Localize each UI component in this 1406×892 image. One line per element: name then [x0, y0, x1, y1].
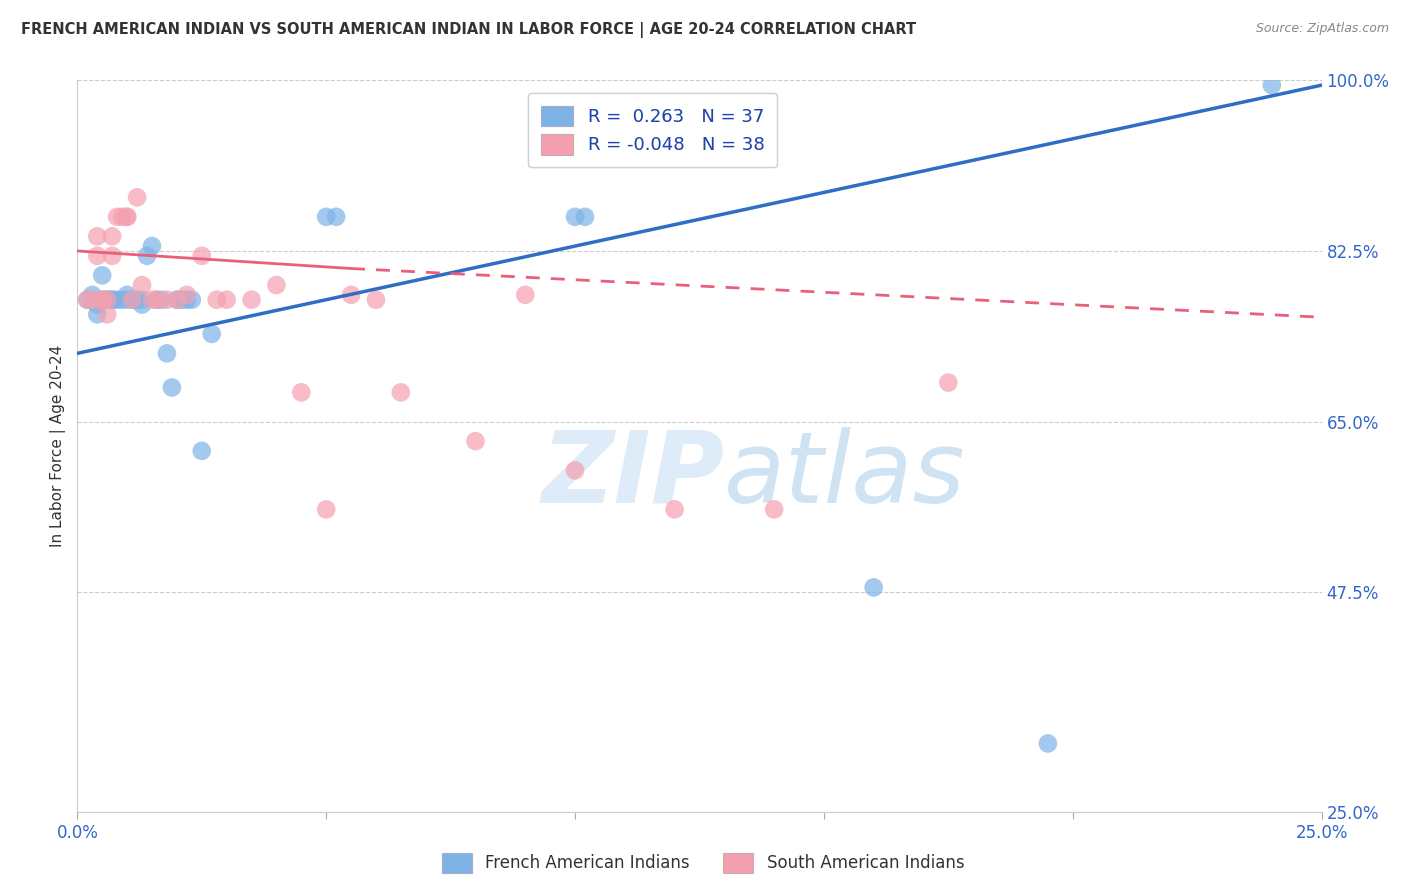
Point [325, 210, 347, 224]
Point [315, 502, 337, 516]
Point [101, 293, 124, 307]
Point [76, 293, 98, 307]
Y-axis label: In Labor Force | Age 20-24: In Labor Force | Age 20-24 [51, 345, 66, 547]
Point [464, 434, 486, 449]
Point [215, 293, 238, 307]
Point [180, 293, 202, 307]
Point [82, 293, 104, 307]
Point [191, 249, 214, 263]
Point [121, 293, 143, 307]
Point [131, 297, 153, 311]
Text: FRENCH AMERICAN INDIAN VS SOUTH AMERICAN INDIAN IN LABOR FORCE | AGE 20-24 CORRE: FRENCH AMERICAN INDIAN VS SOUTH AMERICAN… [21, 22, 917, 38]
Point [115, 293, 138, 307]
Point [150, 293, 173, 307]
Point [121, 293, 143, 307]
Point [664, 502, 686, 516]
Point [146, 293, 169, 307]
Point [763, 502, 786, 516]
Point [201, 326, 224, 341]
Point [111, 210, 134, 224]
Point [166, 293, 188, 307]
Point [315, 210, 337, 224]
Point [146, 293, 169, 307]
Text: Source: ZipAtlas.com: Source: ZipAtlas.com [1256, 22, 1389, 36]
Point [86, 249, 108, 263]
Point [96, 307, 118, 321]
Point [156, 293, 179, 307]
Point [136, 249, 159, 263]
Point [105, 210, 128, 224]
Point [96, 293, 118, 307]
Point [1261, 78, 1284, 92]
Legend: French American Indians, South American Indians: French American Indians, South American … [436, 847, 970, 880]
Point [938, 376, 960, 390]
Point [82, 288, 104, 302]
Point [141, 293, 163, 307]
Point [101, 249, 124, 263]
Point [115, 288, 138, 302]
Point [1036, 736, 1059, 750]
Point [160, 380, 183, 394]
Point [515, 288, 537, 302]
Point [101, 229, 124, 244]
Legend: R =  0.263   N = 37, R = -0.048   N = 38: R = 0.263 N = 37, R = -0.048 N = 38 [529, 93, 778, 167]
Point [240, 293, 263, 307]
Point [574, 210, 596, 224]
Point [191, 443, 214, 458]
Point [131, 293, 153, 307]
Point [564, 463, 586, 477]
Point [290, 385, 312, 400]
Point [91, 268, 114, 283]
Point [105, 293, 128, 307]
Point [96, 293, 118, 307]
Point [340, 288, 363, 302]
Point [115, 210, 138, 224]
Point [91, 293, 114, 307]
Point [141, 239, 163, 253]
Point [91, 293, 114, 307]
Point [86, 307, 108, 321]
Point [91, 293, 114, 307]
Point [389, 385, 412, 400]
Point [86, 229, 108, 244]
Point [156, 346, 179, 360]
Point [96, 293, 118, 307]
Point [364, 293, 387, 307]
Point [205, 293, 228, 307]
Point [170, 293, 193, 307]
Point [131, 278, 153, 293]
Point [266, 278, 288, 293]
Point [115, 210, 138, 224]
Text: ZIP: ZIP [541, 426, 724, 524]
Point [862, 581, 884, 595]
Point [86, 297, 108, 311]
Point [176, 293, 198, 307]
Point [166, 293, 188, 307]
Point [125, 293, 148, 307]
Text: atlas: atlas [724, 426, 966, 524]
Point [564, 210, 586, 224]
Point [176, 288, 198, 302]
Point [101, 293, 124, 307]
Point [125, 190, 148, 204]
Point [76, 293, 98, 307]
Point [111, 293, 134, 307]
